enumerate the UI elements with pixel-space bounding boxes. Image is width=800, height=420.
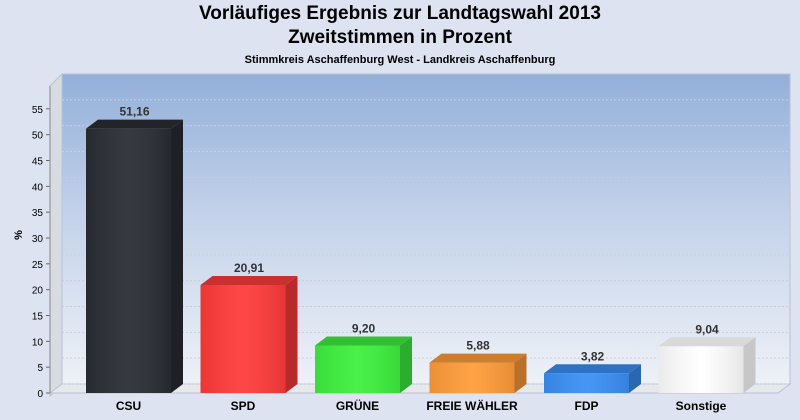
bar [429, 353, 527, 393]
y-tick-label: 15 [32, 312, 44, 323]
bar-top [200, 275, 298, 285]
y-axis-title: % [13, 230, 25, 240]
data-label: 9,04 [695, 322, 719, 336]
bar-front-shade [544, 373, 629, 393]
data-label: 51,16 [119, 105, 149, 119]
data-label: 20,91 [234, 261, 264, 275]
bar-side [514, 353, 527, 393]
bar [544, 364, 641, 393]
data-label: 3,82 [581, 349, 605, 363]
bar-side [743, 337, 756, 393]
data-label: 5,88 [466, 339, 490, 353]
bar-side [171, 119, 183, 393]
y-tick-label: 20 [32, 286, 44, 297]
y-tick-label: 45 [32, 157, 44, 168]
x-axis: CSU SPD GRÜNE FREIE WÄHLER FDP Sonstige [116, 398, 727, 413]
bar [86, 119, 183, 393]
bar-top [544, 364, 641, 374]
x-tick-label: Sonstige [676, 399, 727, 413]
chart-caption: Stimmkreis Aschaffenburg West - Landkrei… [244, 54, 556, 66]
bar-top [429, 353, 527, 363]
data-label: 9,20 [352, 321, 376, 335]
y-tick-label: 25 [32, 260, 44, 271]
y-tick-label: 40 [32, 182, 44, 193]
y-tick-label: 5 [37, 363, 43, 374]
bar-front-shade [429, 362, 515, 393]
y-tick-label: 30 [32, 234, 44, 245]
x-tick-label: SPD [231, 399, 256, 413]
bar [658, 337, 756, 393]
bar-side [400, 336, 412, 393]
bar-front-shade [200, 284, 286, 393]
chart-subtitle: Zweitstimmen in Prozent [288, 27, 512, 48]
bar [315, 336, 412, 393]
y-tick-label: 35 [32, 208, 44, 219]
grid-lines [62, 99, 790, 385]
bar-front-shade [86, 128, 171, 393]
plot-left-wall [49, 72, 63, 398]
x-tick-label: CSU [116, 399, 141, 413]
x-tick-label: FDP [575, 399, 599, 413]
value-labels: 51,16 20,91 9,20 5,88 3,82 9,04 [119, 105, 719, 364]
bar-front-shade [658, 346, 744, 393]
y-axis: 0 5 10 15 20 25 30 35 40 45 50 55 [32, 86, 51, 400]
bar-side [285, 275, 298, 393]
bars [86, 119, 756, 393]
y-tick-label: 50 [32, 131, 44, 142]
bar-top [315, 336, 412, 346]
bar-side [629, 364, 641, 393]
chart-title: Vorläufiges Ergebnis zur Landtagswahl 20… [199, 3, 601, 24]
x-tick-label: FREIE WÄHLER [426, 398, 518, 413]
bar-front-shade [315, 345, 400, 393]
bar-top [86, 119, 183, 129]
y-tick-label: 10 [32, 337, 44, 348]
y-tick-label: 55 [32, 105, 44, 116]
bar [200, 275, 298, 393]
y-tick-label: 0 [37, 389, 43, 400]
x-tick-label: GRÜNE [336, 398, 379, 413]
bar-top [658, 337, 756, 347]
